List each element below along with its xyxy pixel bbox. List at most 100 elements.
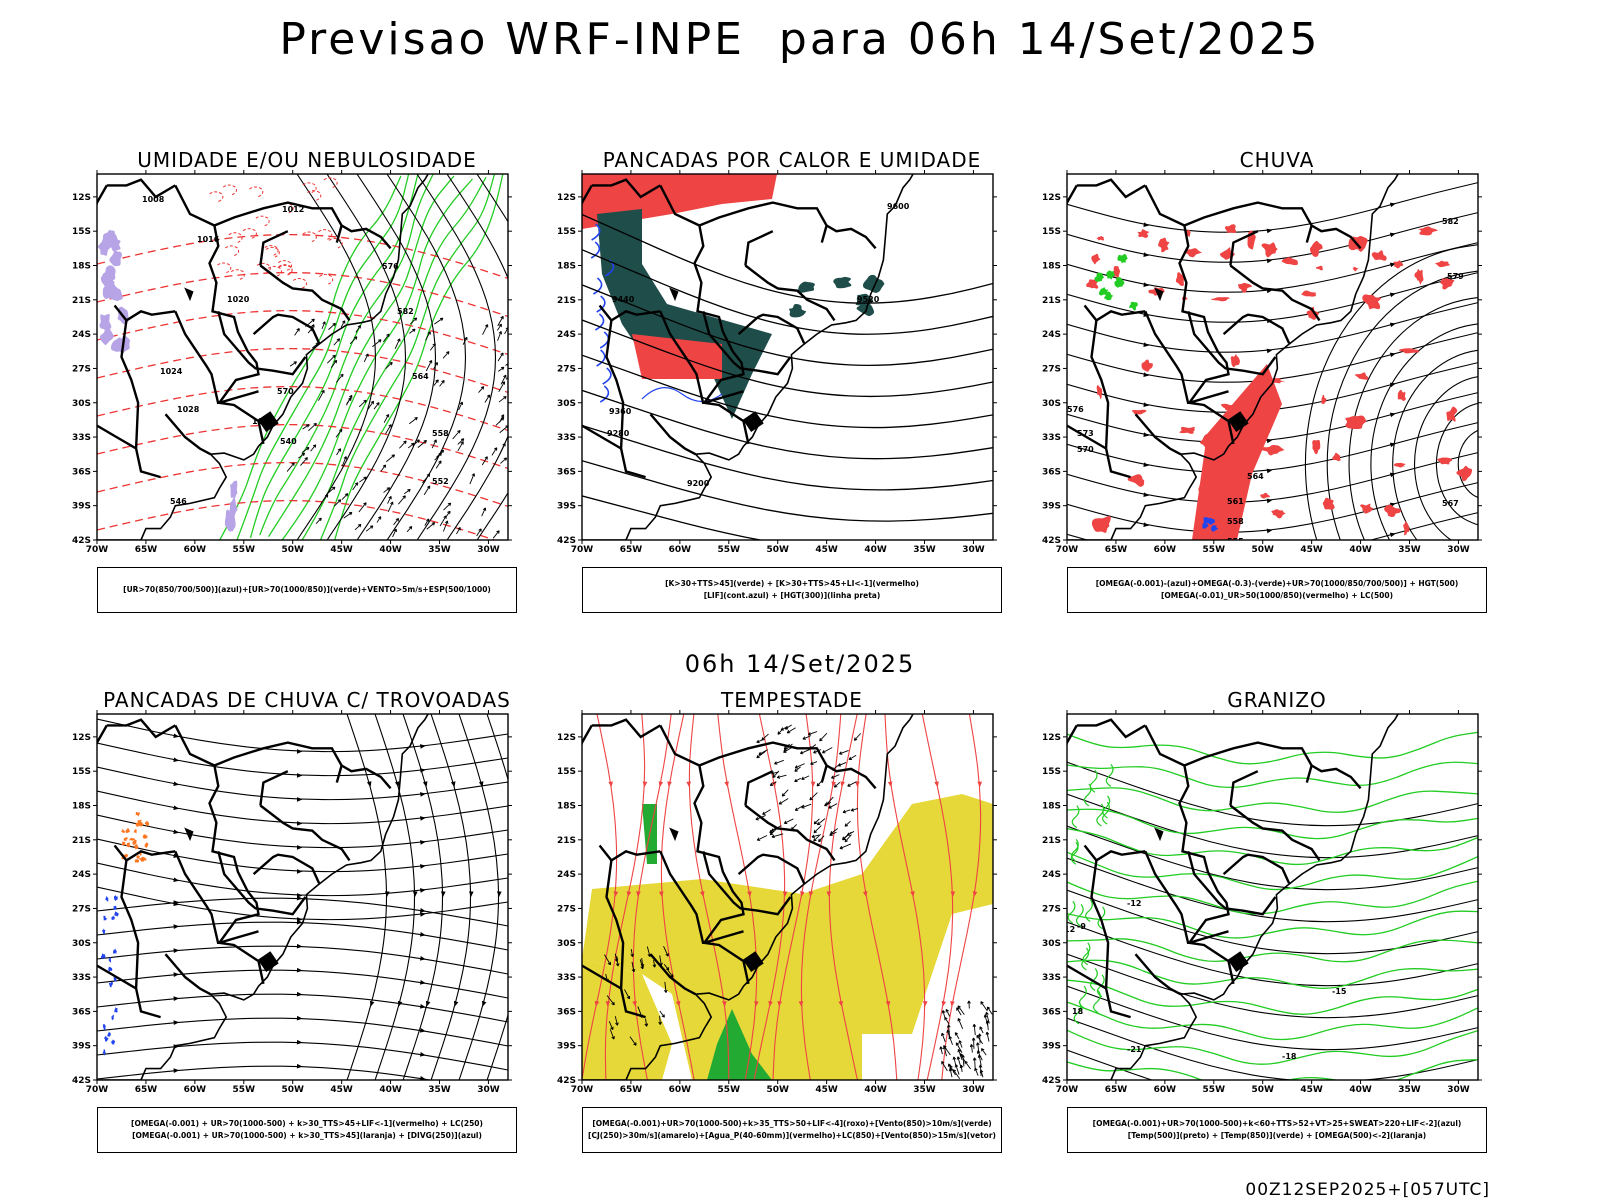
streamline-arrow [594, 1000, 600, 1007]
wind-vector [609, 1029, 615, 1040]
rain-area-red [1322, 497, 1335, 510]
contour-label: -12 [1127, 899, 1141, 908]
convection-area-teal [597, 209, 772, 419]
wind-vector [978, 1064, 983, 1077]
country-border [1090, 320, 1131, 479]
low-level-streamline [753, 714, 786, 1080]
rain-area-red [1224, 224, 1237, 234]
red-contour-fragment [302, 231, 317, 243]
lon-tick-label: 50W [281, 545, 304, 555]
lif-contour [590, 241, 601, 259]
wind-vector [652, 959, 657, 968]
rain-area-red [1403, 520, 1410, 536]
wind-vector [433, 361, 438, 370]
map-canvas: 9600 9520 9440 9360 9280 9200 12S 15S 18S 21S 24S 2… [557, 170, 997, 555]
country-border [825, 224, 877, 250]
red-contour-fragment [307, 190, 322, 202]
wind-vector [482, 324, 489, 335]
wind-vector [606, 995, 615, 1006]
wind-vector [484, 394, 491, 403]
temp850-contour [1083, 783, 1092, 807]
wind-vector [423, 485, 431, 496]
lat-tick-label: 33S [1042, 973, 1061, 983]
lon-tick-label: 45W [1300, 545, 1323, 555]
lat-tick-label: 36S [72, 1007, 91, 1017]
rain-area-green [1106, 270, 1116, 280]
lat-tick-label: 27S [1042, 364, 1061, 374]
lat-tick-label: 24S [557, 870, 576, 880]
lat-tick-label: 33S [72, 973, 91, 983]
lat-tick-label: 42S [1042, 536, 1061, 546]
thickness-contour [97, 385, 508, 432]
contour-label: 9280 [607, 429, 630, 438]
humidity-contour [267, 175, 455, 538]
rain-area-red [1137, 229, 1150, 238]
streamline-arrow [658, 781, 664, 788]
wind-vector [977, 1054, 982, 1066]
wind-vector [976, 1034, 984, 1045]
lat-tick-label: 27S [557, 364, 576, 374]
wind-vector [443, 502, 452, 511]
streamline-arrow [977, 781, 983, 788]
wind-vector [462, 336, 468, 345]
wind-vector [476, 528, 482, 537]
orange-storm-blob [132, 839, 137, 845]
wind-vector [300, 457, 308, 466]
wind-vector [358, 399, 367, 408]
streamline-arrow [419, 931, 426, 937]
lat-tick-label: 21S [557, 836, 576, 846]
rain-area-red [1332, 452, 1341, 462]
pressure-contour [386, 174, 467, 540]
legend-line: [LIF](cont.azul) + [HGT(300)](linha pret… [703, 591, 881, 600]
country-border [591, 718, 661, 739]
wind-vector [640, 957, 645, 968]
country-border [649, 413, 697, 456]
lat-tick-label: 24S [72, 330, 91, 340]
low-level-streamline [941, 714, 982, 1080]
contour-label: 1012 [282, 205, 304, 214]
wind-vector [426, 522, 436, 530]
streamline-arrow [419, 1027, 426, 1033]
run-label: 00Z12SEP2025+[057UTC] [1245, 1180, 1490, 1200]
temp850-contour [1085, 899, 1093, 923]
wind-vector [979, 1026, 984, 1034]
wind-vector [830, 828, 838, 835]
streamline [97, 790, 508, 825]
streamline-arrow [798, 1001, 804, 1007]
contour-label: 564 [1247, 472, 1264, 481]
temp500-contour [1067, 857, 1478, 923]
panel-tempestade: TEMPESTADE 12S 15S 18S 21S 24S 27S 30S 33S 36S 39S… [557, 688, 1047, 1178]
wind-vector [335, 428, 343, 438]
country-border [97, 184, 108, 207]
contour-label: 552 [432, 477, 449, 486]
country-border [1067, 424, 1107, 450]
lake-shape [257, 951, 279, 972]
wind-vector [971, 1037, 976, 1049]
lon-tick-label: 70W [86, 1085, 109, 1095]
lat-tick-label: 15S [1042, 767, 1061, 777]
wind-area-green [707, 1009, 772, 1080]
wind-vector [478, 386, 485, 393]
lat-tick-label: 36S [557, 1007, 576, 1017]
rain-area-red [1086, 278, 1099, 289]
blue-divergence-blob [111, 915, 115, 920]
wind-vector [799, 749, 810, 755]
streamline-arrow [419, 907, 426, 913]
lon-tick-label: 65W [620, 545, 643, 555]
legend-box: [OMEGA(-0.001)-(azul)+OMEGA(-0.3)-(verde… [1067, 567, 1487, 613]
streamline-arrow [1143, 492, 1150, 498]
lon-tick-label: 55W [1203, 1085, 1226, 1095]
country-border [1067, 184, 1078, 207]
country-border [120, 860, 161, 1019]
streamline-arrow [1389, 202, 1396, 208]
wind-vector [310, 444, 317, 452]
country-border [1183, 741, 1313, 783]
convection-area-teal [798, 281, 815, 293]
country-border [259, 770, 289, 806]
rain-area-red [1315, 265, 1324, 271]
wind-vector [949, 1065, 956, 1076]
red-contour-blob [296, 268, 309, 274]
main-title: Previsao WRF-INPE para 06h 14/Set/2025 [279, 14, 1321, 65]
humidity-contour [218, 175, 402, 540]
lat-tick-label: 15S [72, 227, 91, 237]
